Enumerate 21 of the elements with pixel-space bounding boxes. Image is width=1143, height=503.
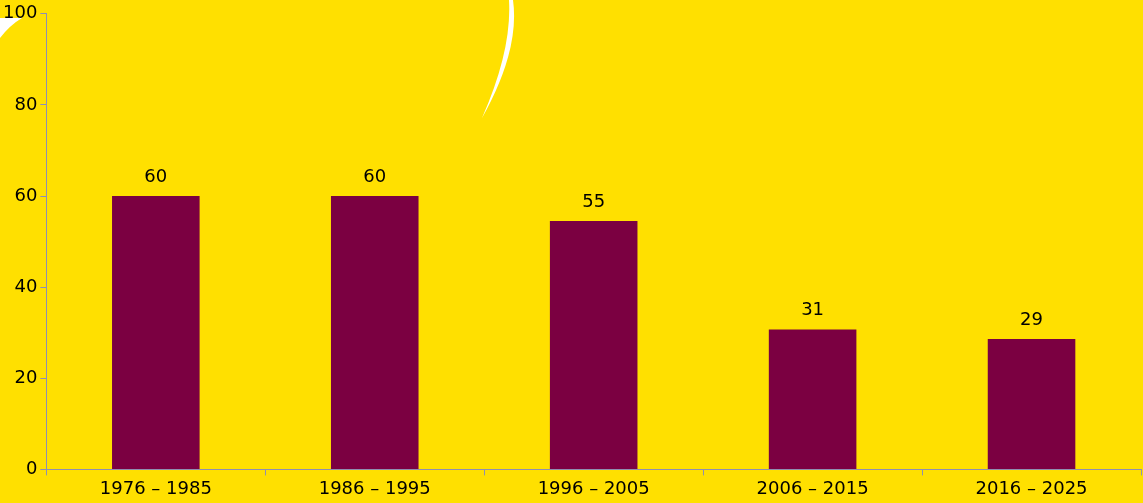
y-tick-label: 60: [14, 183, 38, 205]
x-tick-label: 1976 – 1985: [99, 476, 212, 498]
data-label: 60: [363, 164, 387, 186]
bar: [768, 329, 857, 469]
bar: [549, 221, 638, 469]
data-label: 55: [582, 189, 606, 211]
data-label: 60: [144, 164, 168, 186]
bar: [112, 196, 200, 469]
x-tick-label: 2006 – 2015: [756, 476, 869, 498]
data-label: 31: [801, 298, 825, 320]
y-tick-label: 0: [25, 457, 38, 479]
data-label: 29: [1020, 307, 1043, 329]
y-tick-label: 100: [3, 1, 38, 23]
bar: [987, 339, 1076, 469]
x-tick-label: 1986 – 1995: [318, 476, 431, 498]
x-tick-label: 2016 – 2025: [975, 476, 1088, 498]
y-tick-label: 20: [14, 365, 38, 387]
y-tick-label: 80: [14, 92, 38, 114]
y-tick-label: 40: [14, 274, 38, 296]
bar: [330, 196, 419, 469]
x-tick-label: 1996 – 2005: [537, 476, 650, 498]
